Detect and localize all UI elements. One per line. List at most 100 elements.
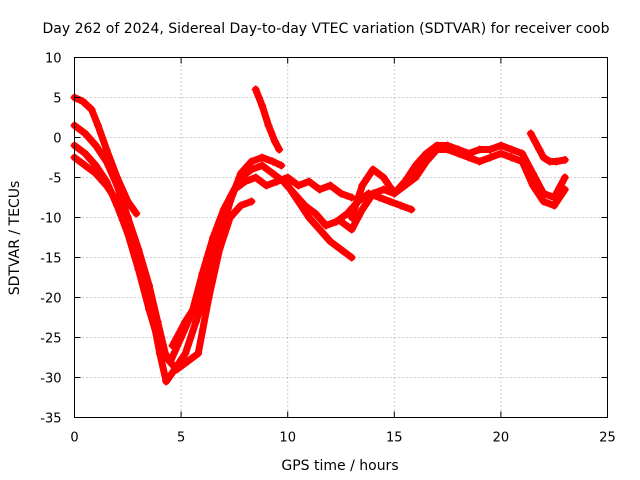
data-point-marker — [552, 157, 561, 166]
data-point-marker — [379, 185, 388, 194]
series-line — [337, 146, 569, 233]
plot-frame — [74, 57, 608, 418]
data-point-marker — [315, 185, 324, 194]
data-point-marker — [337, 217, 345, 226]
x-tick-label: 5 — [177, 431, 185, 446]
data-point-marker — [315, 225, 324, 234]
data-point-marker — [347, 253, 356, 262]
data-point-marker — [400, 177, 409, 186]
data-point-marker — [204, 293, 213, 302]
data-point-marker — [337, 245, 345, 254]
y-tick-label: -25 — [40, 332, 61, 347]
x-tick-label: 10 — [279, 431, 296, 446]
y-tick-label: 5 — [53, 92, 61, 107]
data-point-marker — [113, 197, 122, 206]
y-tick-labels: 10 5 0 -5 -10 -15 -20 -25 -30 -35 — [40, 52, 61, 427]
data-point-marker — [396, 201, 405, 210]
data-point-marker — [162, 377, 171, 386]
data-point-marker — [247, 165, 256, 174]
data-point-marker — [132, 209, 141, 218]
x-tick-labels: 0 5 10 15 20 25 — [70, 431, 615, 446]
data-point-marker — [528, 169, 537, 178]
data-point-marker — [305, 177, 314, 186]
data-point-marker — [215, 245, 224, 254]
y-tick-label: 10 — [45, 52, 62, 67]
data-point-marker — [268, 169, 277, 178]
data-point-marker — [526, 129, 535, 138]
data-point-marker — [326, 237, 335, 246]
data-point-marker — [322, 221, 331, 230]
data-point-marker — [81, 149, 90, 158]
data-point-marker — [368, 165, 377, 174]
data-point-marker — [379, 173, 388, 182]
data-point-marker — [531, 137, 540, 146]
data-point-marker — [407, 205, 416, 214]
y-tick-label: -15 — [40, 252, 61, 267]
data-point-marker — [518, 149, 527, 158]
data-point-marker — [251, 85, 260, 94]
data-point-marker — [411, 161, 420, 170]
data-point-marker — [258, 101, 267, 110]
data-point-marker — [475, 157, 484, 166]
data-point-marker — [496, 141, 505, 150]
data-point-marker — [134, 245, 143, 254]
data-point-marker — [181, 349, 190, 358]
data-point-marker — [181, 317, 190, 326]
data-point-marker — [258, 161, 267, 170]
data-point-marker — [102, 181, 111, 190]
data-point-marker — [113, 173, 122, 182]
series-track-3 — [70, 153, 256, 374]
data-point-marker — [294, 197, 303, 206]
data-point-marker — [279, 177, 288, 186]
data-point-marker — [275, 145, 284, 154]
data-point-marker — [539, 189, 548, 198]
series-line — [71, 94, 140, 217]
data-point-marker — [386, 197, 395, 206]
series-line — [527, 130, 569, 165]
data-point-marker — [87, 105, 96, 114]
data-point-marker — [91, 141, 100, 150]
data-point-marker — [443, 141, 452, 150]
data-point-marker — [432, 141, 441, 150]
data-point-marker — [486, 145, 495, 154]
data-point-marker — [294, 181, 303, 190]
data-point-marker — [247, 197, 256, 206]
y-tick-label: -5 — [49, 172, 62, 187]
data-point-marker — [102, 145, 111, 154]
data-point-marker — [311, 209, 320, 218]
data-point-marker — [204, 261, 213, 270]
data-point-marker — [236, 173, 245, 182]
data-point-marker — [194, 297, 203, 306]
data-point-marker — [81, 161, 90, 170]
data-point-marker — [347, 213, 356, 222]
x-tick-label: 0 — [70, 431, 78, 446]
data-point-marker — [268, 157, 277, 166]
data-point-marker — [262, 181, 271, 190]
data-point-marker — [258, 153, 267, 162]
data-point-marker — [305, 213, 314, 222]
data-point-marker — [91, 161, 100, 170]
series-track-8 — [337, 145, 569, 234]
series-track-10 — [526, 129, 569, 166]
data-point-marker — [226, 193, 235, 202]
y-tick-label: -10 — [40, 212, 61, 227]
axis-ticks — [74, 57, 608, 418]
data-point-marker — [194, 349, 203, 358]
data-point-marker — [236, 201, 245, 210]
data-point-marker — [168, 341, 177, 350]
data-point-marker — [226, 213, 235, 222]
data-point-marker — [264, 121, 273, 130]
series-layer — [70, 85, 569, 386]
series-line — [252, 86, 283, 153]
y-axis-label: SDTVAR / TECUs — [7, 181, 23, 296]
y-tick-label: 0 — [53, 132, 61, 147]
x-tick-label: 20 — [493, 431, 510, 446]
series-track-7 — [283, 181, 356, 262]
data-point-marker — [347, 193, 356, 202]
data-point-marker — [560, 173, 569, 182]
data-point-marker — [123, 213, 132, 222]
data-point-marker — [283, 173, 292, 182]
data-point-marker — [358, 205, 367, 214]
x-tick-label: 15 — [386, 431, 403, 446]
data-point-marker — [550, 193, 559, 202]
